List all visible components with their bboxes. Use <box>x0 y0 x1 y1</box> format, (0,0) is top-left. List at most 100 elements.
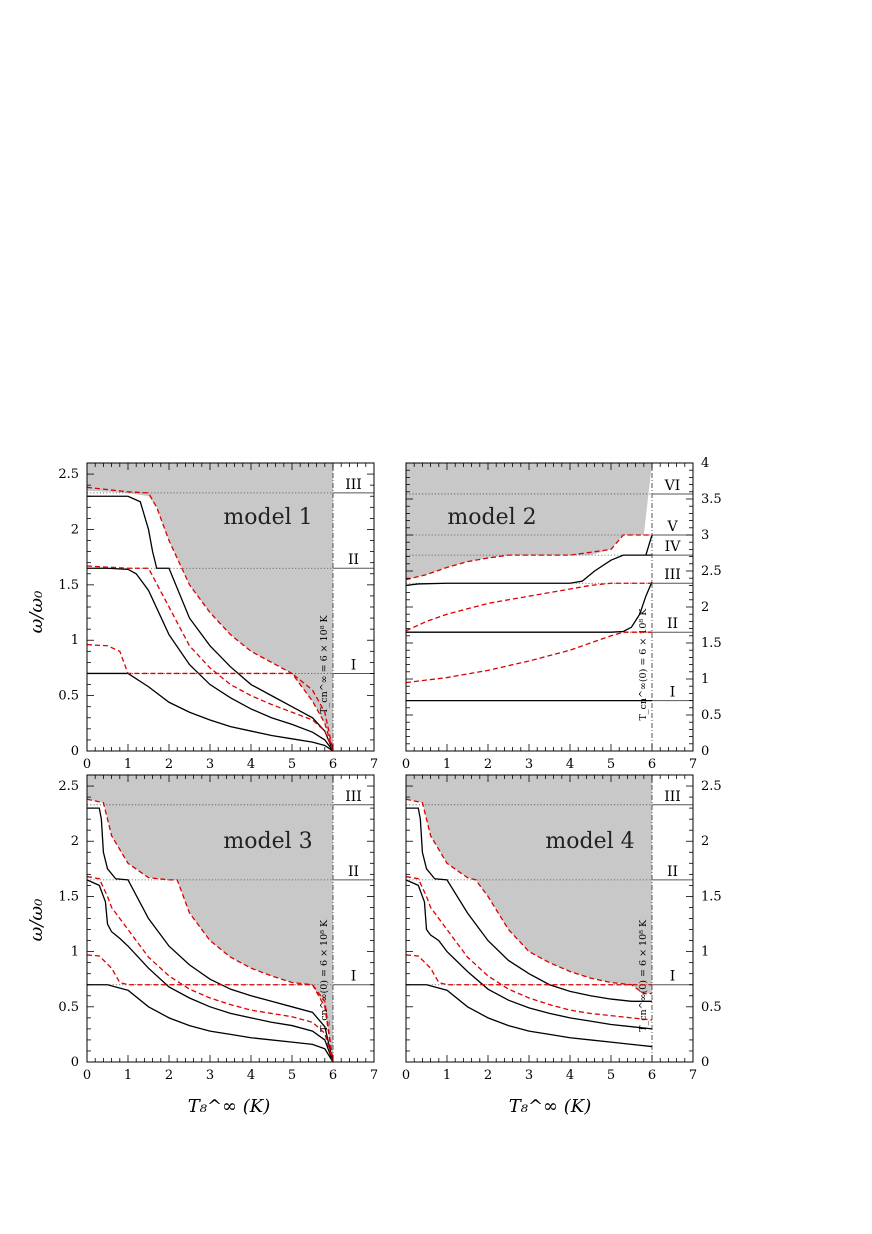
region-label-II: II <box>667 616 678 632</box>
x-tick-label: 2 <box>484 1068 492 1083</box>
shaded-region <box>406 775 652 994</box>
x-axis-title-right: T₈^∞ (K) <box>509 1096 592 1117</box>
x-tick-label: 1 <box>124 757 132 772</box>
y-tick-label: 0.5 <box>58 689 79 704</box>
model-title: model 2 <box>447 505 536 530</box>
y-tick-label: 2.5 <box>58 467 79 482</box>
series-line-2 <box>87 567 334 752</box>
region-label-III: III <box>345 789 362 805</box>
x-tick-label: 3 <box>525 1068 533 1083</box>
region-label-V: V <box>666 519 678 535</box>
shaded-region <box>406 463 652 580</box>
x-tick-label: 0 <box>402 757 410 772</box>
y-tick-label-right: 2.5 <box>701 779 722 794</box>
region-label-III: III <box>664 789 681 805</box>
region-label-I: I <box>670 685 676 701</box>
model-title: model 1 <box>223 505 312 530</box>
series-line-5 <box>405 875 653 1021</box>
x-tick-label: 5 <box>288 757 296 772</box>
region-label-VI: VI <box>664 478 681 494</box>
y-tick-label-right: 3.5 <box>701 492 722 507</box>
region-label-II: II <box>348 552 359 568</box>
x-tick-label: 3 <box>206 757 214 772</box>
series-line-2 <box>405 879 653 1030</box>
critical-temperature-label: T_cn^∞(0) = 6 × 10⁸ K <box>319 919 330 1032</box>
y-tick-label-right: 1 <box>701 672 709 687</box>
x-tick-label: 0 <box>402 1068 410 1083</box>
x-tick-label: 1 <box>443 1068 451 1083</box>
model-title: model 4 <box>545 829 634 854</box>
series-line-2 <box>406 581 653 633</box>
series-line-4 <box>86 954 334 1063</box>
shaded-region <box>87 463 333 751</box>
x-tick-label: 7 <box>370 757 378 772</box>
series-line-4 <box>86 644 334 752</box>
series-line-1 <box>87 984 334 1063</box>
x-axis-title-left: T₈^∞ (K) <box>188 1096 271 1117</box>
x-tick-label: 1 <box>124 1068 132 1083</box>
x-tick-label: 2 <box>484 757 492 772</box>
x-tick-label: 0 <box>83 757 91 772</box>
x-tick-label: 6 <box>648 1068 656 1083</box>
region-label-II: II <box>348 864 359 880</box>
critical-temperature-label: T_cn^∞(0) = 6 × 10⁸ K <box>638 919 649 1032</box>
series-line-6 <box>405 798 652 995</box>
y-tick-label: 0 <box>71 1055 79 1070</box>
y-tick-label: 1 <box>71 945 79 960</box>
y-tick-label-right: 1.5 <box>701 636 722 651</box>
model-title: model 3 <box>223 829 312 854</box>
x-tick-label: 2 <box>165 757 173 772</box>
series-line-3 <box>406 807 652 1002</box>
series-line-4 <box>405 954 652 986</box>
region-label-III: III <box>664 567 681 583</box>
x-tick-label: 0 <box>83 1068 91 1083</box>
x-tick-label: 3 <box>206 1068 214 1083</box>
x-tick-label: 6 <box>648 757 656 772</box>
y-tick-label: 0 <box>71 744 79 759</box>
critical-temperature-label: T_cn^∞(0) = 6 × 10⁸ K <box>638 608 649 721</box>
region-label-I: I <box>670 969 676 985</box>
series-line-6 <box>86 486 334 752</box>
region-label-II: II <box>667 864 678 880</box>
y-tick-label: 1 <box>71 633 79 648</box>
x-tick-label: 4 <box>247 757 255 772</box>
y-tick-label-right: 2.5 <box>701 564 722 579</box>
series-line-5 <box>405 631 652 684</box>
series-line-1 <box>406 984 653 1048</box>
series-line-6 <box>86 798 334 1063</box>
y-axis-title-top: ω/ω₀ <box>26 591 47 634</box>
series-line-2 <box>86 879 334 1063</box>
x-tick-label: 5 <box>288 1068 296 1083</box>
x-tick-label: 7 <box>370 1068 378 1083</box>
x-tick-label: 5 <box>607 757 615 772</box>
series-line-4 <box>645 534 653 556</box>
x-tick-label: 3 <box>525 757 533 772</box>
series-line-3 <box>405 554 652 587</box>
y-tick-label-right: 0 <box>701 744 709 759</box>
y-tick-label: 1.5 <box>58 578 79 593</box>
x-tick-label: 1 <box>443 757 451 772</box>
y-tick-label-right: 1.5 <box>701 889 722 904</box>
shaded-region <box>87 775 333 1062</box>
y-tick-label-right: 2 <box>701 834 709 849</box>
y-tick-label-right: 1 <box>701 945 709 960</box>
region-label-III: III <box>345 477 362 493</box>
series-line-5 <box>86 565 334 752</box>
region-label-IV: IV <box>665 539 682 555</box>
critical-temperature-label: T_cn^∞ = 6 × 10⁸ K <box>319 614 330 713</box>
y-tick-label-right: 0.5 <box>701 708 722 723</box>
series-line-3 <box>87 807 334 1063</box>
y-tick-label-right: 3 <box>701 528 709 543</box>
y-axis-title-bottom: ω/ω₀ <box>26 899 47 942</box>
x-tick-label: 6 <box>329 757 337 772</box>
series-line-7 <box>405 534 652 581</box>
series-line-3 <box>87 495 334 752</box>
series-line-5 <box>86 875 334 1063</box>
y-tick-label: 1.5 <box>58 889 79 904</box>
y-tick-label: 2 <box>71 522 79 537</box>
x-tick-label: 7 <box>689 1068 697 1083</box>
